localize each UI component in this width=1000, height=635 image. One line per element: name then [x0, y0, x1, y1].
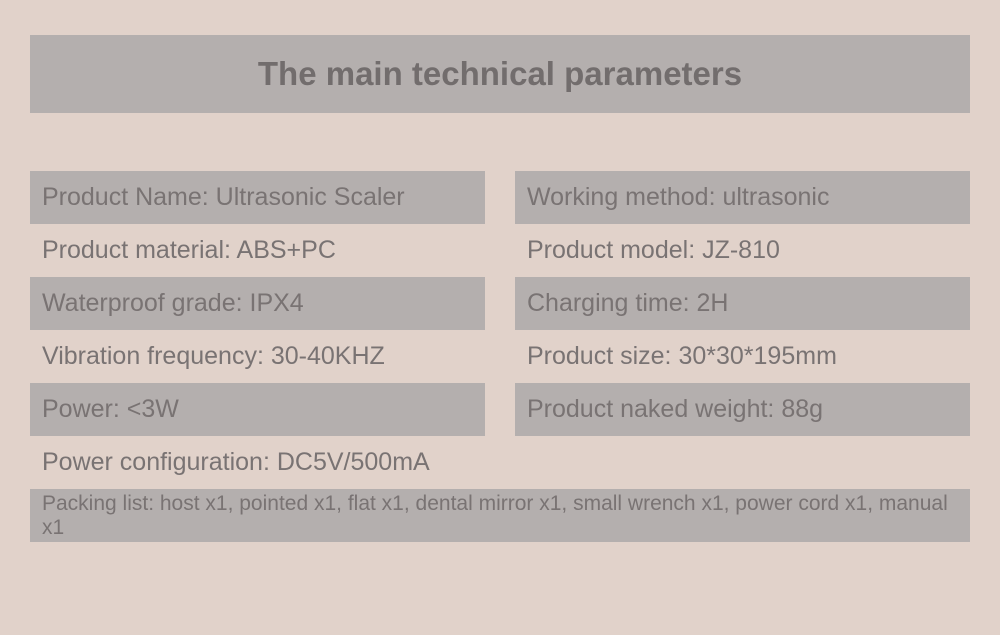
spec-row-working-method: Working method: ultrasonic — [515, 171, 970, 224]
left-column: Product Name: Ultrasonic Scaler Product … — [30, 171, 485, 436]
spec-row-power-configuration: Power configuration: DC5V/500mA — [30, 436, 970, 489]
spec-row-product-name: Product Name: Ultrasonic Scaler — [30, 171, 485, 224]
spec-row-product-weight: Product naked weight: 88g — [515, 383, 970, 436]
spec-row-waterproof-grade: Waterproof grade: IPX4 — [30, 277, 485, 330]
spec-row-vibration-frequency: Vibration frequency: 30-40KHZ — [30, 330, 485, 383]
page-title: The main technical parameters — [258, 55, 742, 93]
title-bar: The main technical parameters — [30, 35, 970, 113]
spec-columns: Product Name: Ultrasonic Scaler Product … — [30, 171, 970, 436]
spec-sheet: The main technical parameters Product Na… — [0, 0, 1000, 635]
right-column: Working method: ultrasonic Product model… — [515, 171, 970, 436]
spec-row-packing-list: Packing list: host x1, pointed x1, flat … — [30, 489, 970, 542]
spec-row-power: Power: <3W — [30, 383, 485, 436]
spec-row-product-size: Product size: 30*30*195mm — [515, 330, 970, 383]
spec-row-product-material: Product material: ABS+PC — [30, 224, 485, 277]
spec-row-charging-time: Charging time: 2H — [515, 277, 970, 330]
spec-row-product-model: Product model: JZ-810 — [515, 224, 970, 277]
